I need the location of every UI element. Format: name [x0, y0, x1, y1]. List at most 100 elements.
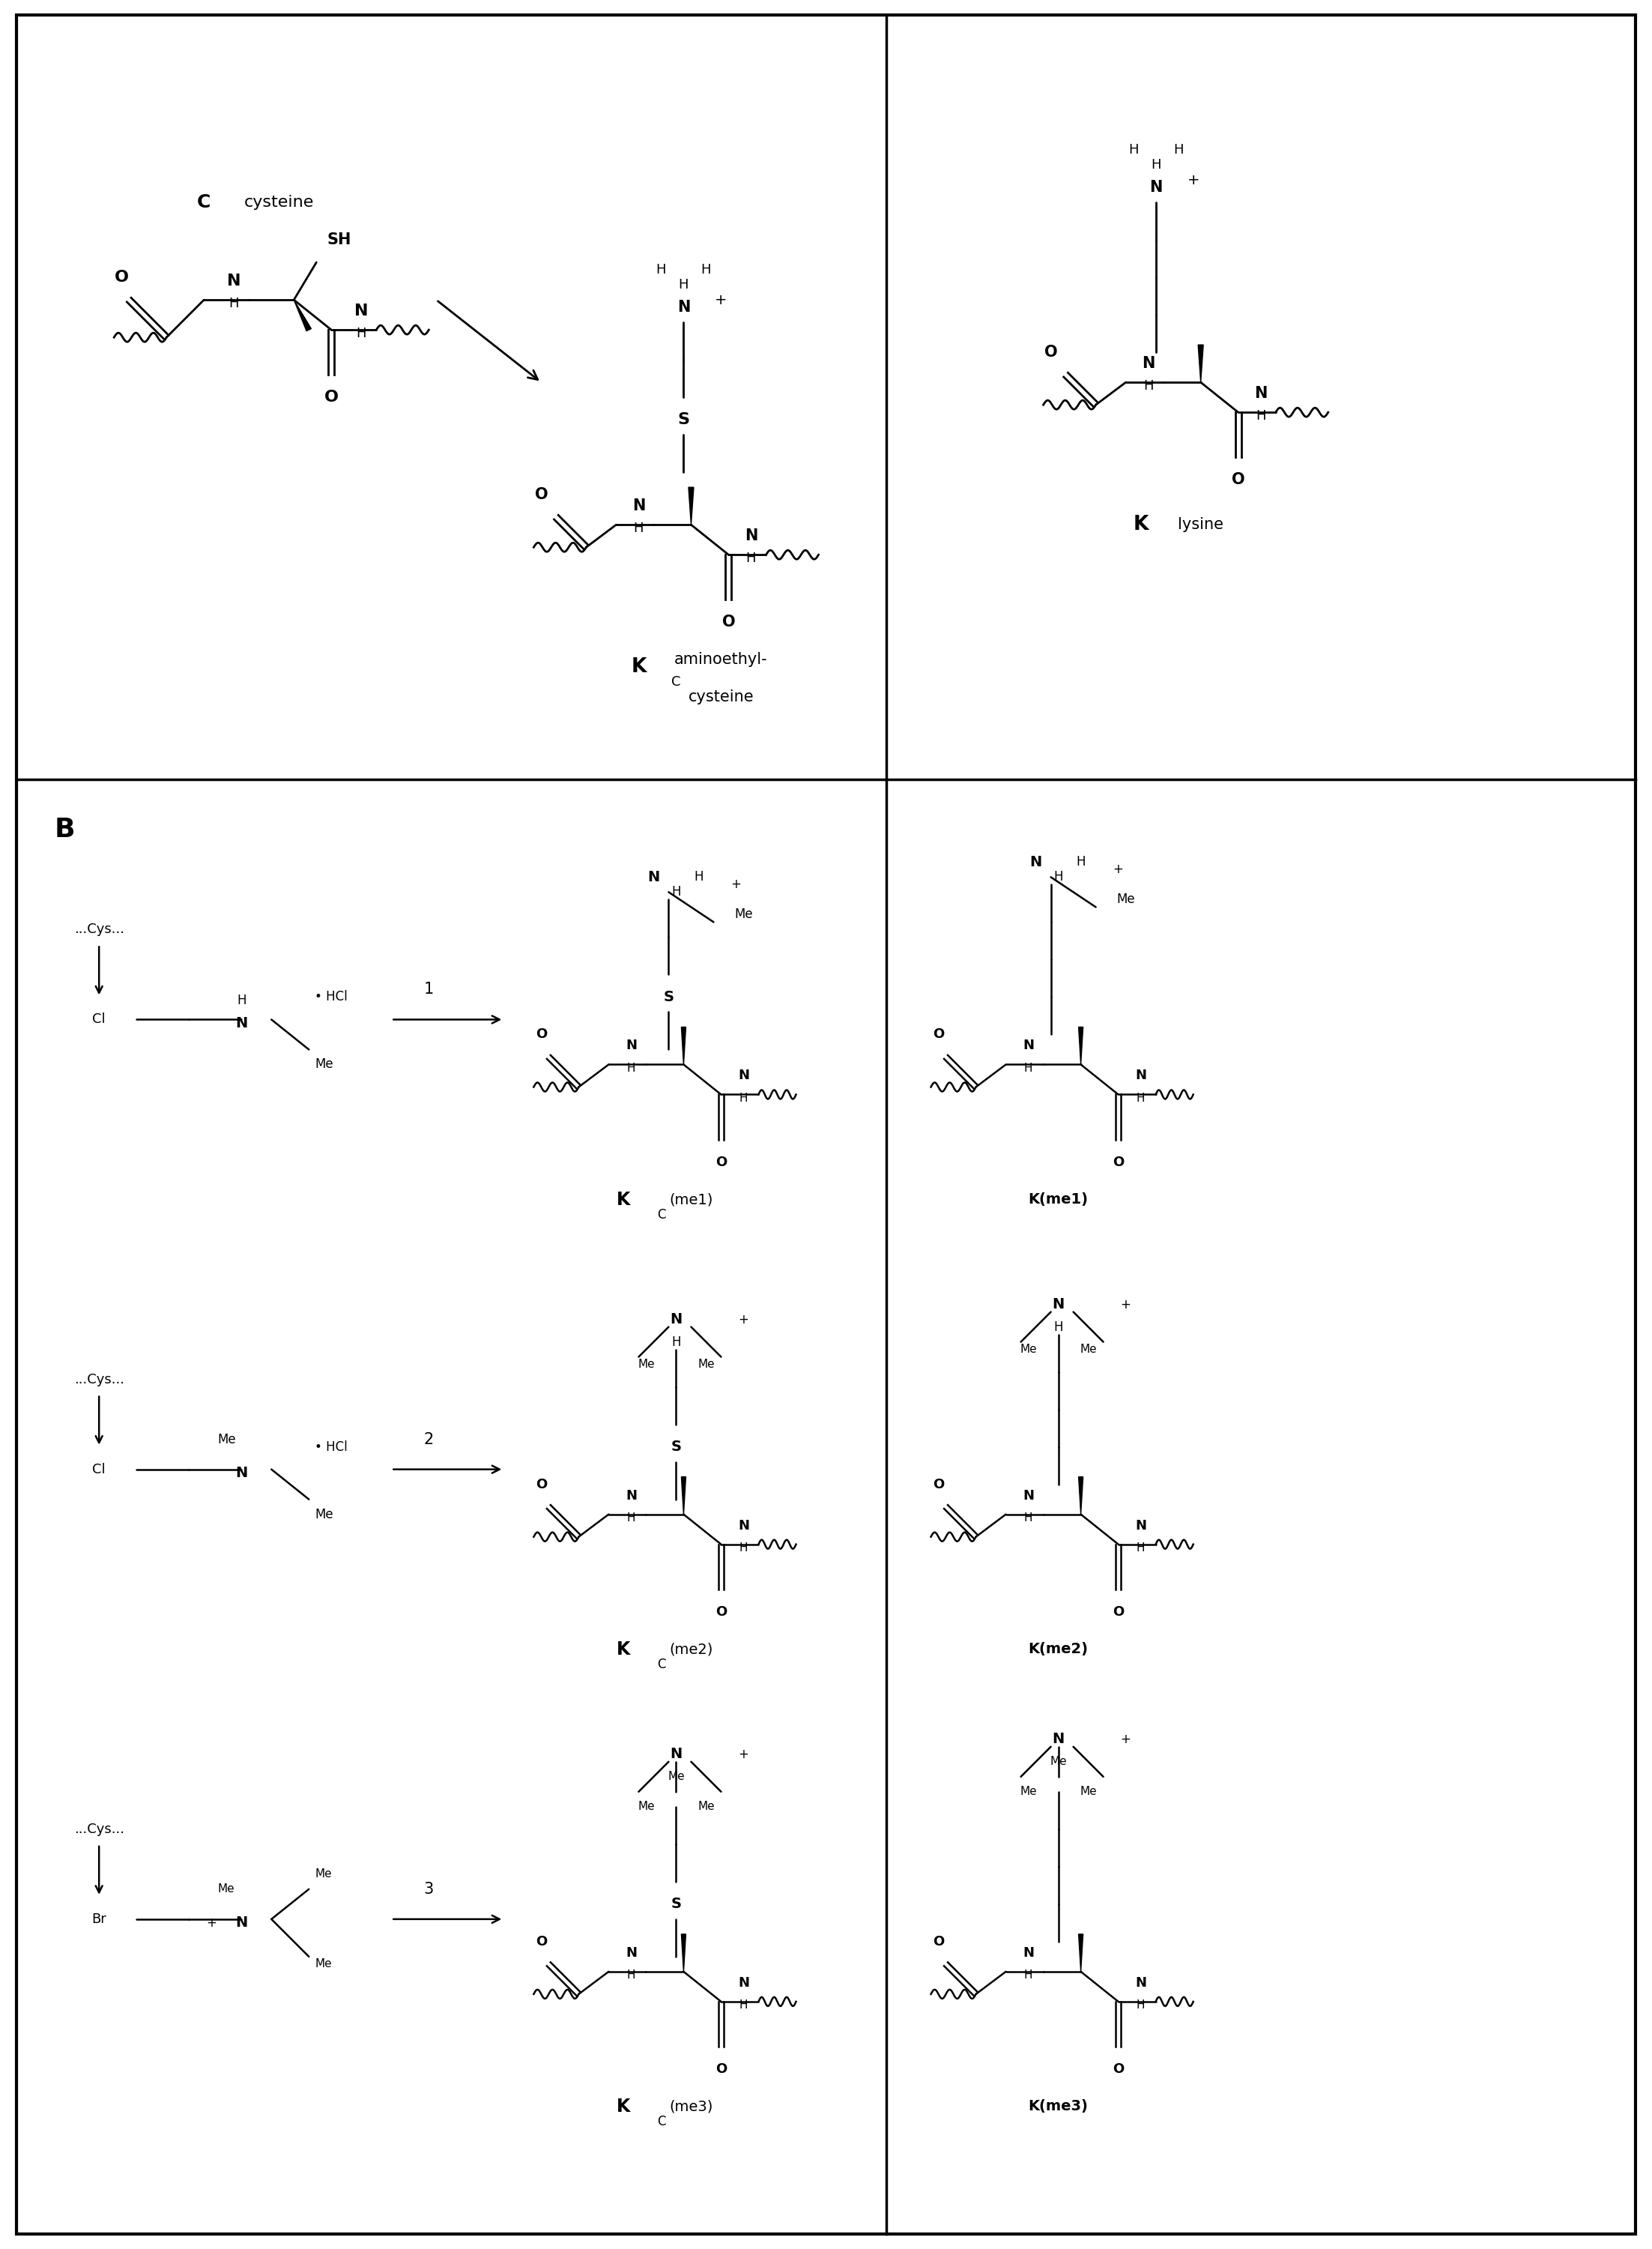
Text: N: N	[738, 1977, 748, 1990]
Text: O: O	[535, 1028, 547, 1041]
Text: (me3): (me3)	[669, 2101, 714, 2114]
Text: O: O	[535, 1934, 547, 1948]
Text: Me: Me	[1117, 893, 1135, 906]
Text: O: O	[715, 2062, 727, 2076]
Text: H: H	[679, 279, 689, 292]
Text: lysine: lysine	[1178, 517, 1224, 533]
Text: S: S	[664, 990, 674, 1003]
Text: N: N	[1052, 1732, 1064, 1745]
Text: 3: 3	[425, 1882, 434, 1896]
Text: N: N	[235, 1916, 248, 1930]
Text: H: H	[626, 1064, 636, 1073]
Text: O: O	[1112, 1156, 1123, 1169]
Text: H: H	[230, 297, 240, 310]
Polygon shape	[1198, 344, 1203, 382]
Text: H: H	[1256, 409, 1265, 423]
Text: N: N	[633, 499, 646, 513]
Text: N: N	[1029, 855, 1042, 868]
Text: O: O	[933, 1028, 945, 1041]
Polygon shape	[1079, 1934, 1084, 1972]
Text: H: H	[656, 263, 666, 277]
Text: Cl: Cl	[93, 1012, 106, 1026]
Text: H: H	[634, 522, 644, 535]
Text: H: H	[694, 870, 704, 884]
Text: C: C	[657, 1658, 666, 1671]
Text: N: N	[235, 1017, 248, 1030]
Text: N: N	[745, 529, 758, 544]
Text: K: K	[616, 1190, 631, 1208]
Text: N: N	[1052, 1298, 1064, 1311]
Polygon shape	[681, 1934, 686, 1972]
Text: +: +	[1188, 173, 1199, 187]
Text: Me: Me	[314, 1057, 334, 1071]
Polygon shape	[1079, 1028, 1084, 1064]
Text: Me: Me	[1019, 1345, 1037, 1354]
Text: N: N	[1135, 1518, 1146, 1532]
Polygon shape	[689, 488, 694, 524]
Text: H: H	[1054, 1320, 1062, 1334]
Text: N: N	[626, 1039, 636, 1053]
Polygon shape	[681, 1028, 686, 1064]
Text: ...Cys...: ...Cys...	[74, 1372, 124, 1385]
Text: N: N	[235, 1466, 248, 1480]
Text: Me: Me	[218, 1885, 235, 1894]
Polygon shape	[1079, 1478, 1084, 1514]
Text: +: +	[206, 1916, 216, 1930]
Text: Me: Me	[638, 1358, 654, 1370]
Text: Me: Me	[216, 1433, 236, 1446]
Text: Me: Me	[316, 1959, 332, 1970]
Text: Me: Me	[697, 1801, 715, 1813]
Text: O: O	[535, 488, 548, 502]
Text: K(me2): K(me2)	[1028, 1642, 1089, 1655]
Text: H: H	[1173, 144, 1183, 157]
Text: +: +	[1120, 1732, 1132, 1745]
Text: H: H	[747, 551, 757, 564]
Text: +: +	[738, 1747, 748, 1761]
Text: N: N	[1254, 387, 1267, 400]
Text: H: H	[1137, 1093, 1145, 1104]
Text: C: C	[657, 2114, 666, 2128]
Text: (me2): (me2)	[669, 1642, 714, 1655]
Text: +: +	[738, 1313, 748, 1327]
Text: O: O	[933, 1934, 945, 1948]
Text: C: C	[657, 1208, 666, 1221]
Text: +: +	[715, 292, 727, 306]
Text: H: H	[1151, 157, 1161, 171]
Text: 2: 2	[425, 1433, 434, 1446]
Text: S: S	[671, 1898, 681, 1912]
Text: H: H	[1024, 1514, 1032, 1523]
Text: Me: Me	[735, 909, 753, 922]
Text: H: H	[1024, 1064, 1032, 1073]
Text: H: H	[236, 994, 246, 1008]
Text: N: N	[677, 299, 691, 315]
Text: N: N	[1023, 1489, 1034, 1502]
Polygon shape	[681, 1478, 686, 1514]
Text: N: N	[1135, 1068, 1146, 1082]
Text: H: H	[1137, 1999, 1145, 2011]
Text: O: O	[933, 1478, 945, 1491]
Text: H: H	[671, 1336, 681, 1349]
Text: Me: Me	[1080, 1345, 1097, 1354]
Text: ...Cys...: ...Cys...	[74, 1822, 124, 1835]
Text: O: O	[1112, 1606, 1123, 1619]
Text: N: N	[1150, 180, 1163, 196]
Text: K: K	[616, 2098, 631, 2116]
Text: +: +	[1113, 864, 1123, 877]
Text: O: O	[535, 1478, 547, 1491]
Text: B: B	[55, 816, 74, 843]
Text: C: C	[197, 193, 211, 211]
Text: O: O	[114, 270, 129, 286]
Text: H: H	[738, 1093, 748, 1104]
Text: N: N	[626, 1489, 636, 1502]
Text: O: O	[1044, 344, 1057, 360]
Text: N: N	[226, 274, 241, 288]
Text: H: H	[357, 326, 367, 340]
Text: Me: Me	[638, 1801, 654, 1813]
Text: Me: Me	[697, 1358, 715, 1370]
Text: O: O	[1232, 472, 1246, 488]
Text: H: H	[671, 886, 681, 900]
Text: N: N	[671, 1747, 682, 1761]
Text: O: O	[715, 1606, 727, 1619]
Text: N: N	[738, 1068, 748, 1082]
Text: +: +	[1120, 1298, 1132, 1311]
